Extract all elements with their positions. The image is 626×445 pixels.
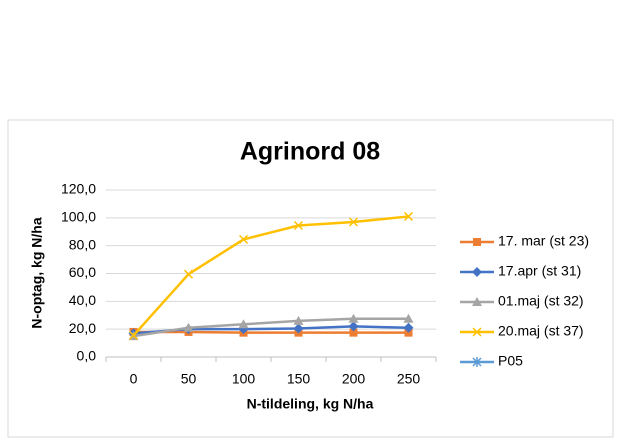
data-point [293, 323, 304, 334]
y-tick-label: 0,0 [77, 348, 97, 364]
legend-label: 17. mar (st 23) [498, 233, 589, 249]
data-point [403, 322, 414, 333]
y-tick-label: 20,0 [69, 320, 96, 336]
y-axis-title: N-optag, kg N/ha [29, 217, 45, 328]
x-tick-label: 50 [181, 371, 197, 387]
legend-marker [472, 297, 482, 306]
data-point [183, 322, 194, 332]
legend-label: 01.maj (st 32) [498, 293, 584, 309]
series-line [133, 317, 409, 338]
data-point [348, 313, 359, 323]
legend-label: P05 [498, 353, 523, 369]
x-tick-label: 100 [232, 371, 256, 387]
y-tick-label: 100,0 [61, 209, 96, 225]
series-line [133, 330, 409, 334]
x-tick-label: 200 [342, 371, 366, 387]
y-tick-label: 40,0 [69, 292, 96, 308]
x-tick-label: 250 [397, 371, 421, 387]
x-axis-title: N-tildeling, kg N/ha [247, 396, 374, 412]
data-point [238, 319, 249, 329]
data-point [183, 269, 194, 279]
legend-marker [473, 238, 481, 246]
data-point [238, 234, 249, 244]
data-point [293, 315, 304, 325]
data-point [403, 313, 414, 323]
data-point [293, 220, 304, 231]
y-tick-label: 120,0 [61, 181, 96, 197]
legend-label: 17.apr (st 31) [498, 263, 581, 279]
data-point [403, 211, 414, 221]
y-tick-label: 80,0 [69, 236, 96, 252]
legend-marker [472, 267, 482, 277]
chart-title: Agrinord 08 [240, 138, 380, 166]
legend-marker [472, 327, 482, 337]
data-point [128, 330, 139, 340]
x-tick-label: 0 [130, 371, 138, 387]
legend-label: 20.maj (st 37) [498, 323, 584, 339]
data-point [348, 217, 359, 227]
data-point [348, 321, 359, 332]
data-point [349, 328, 358, 337]
x-tick-label: 150 [287, 371, 311, 387]
legend-marker [472, 357, 482, 367]
y-tick-label: 60,0 [69, 264, 96, 280]
chart-frame [7, 119, 614, 438]
series-line [132, 215, 409, 337]
